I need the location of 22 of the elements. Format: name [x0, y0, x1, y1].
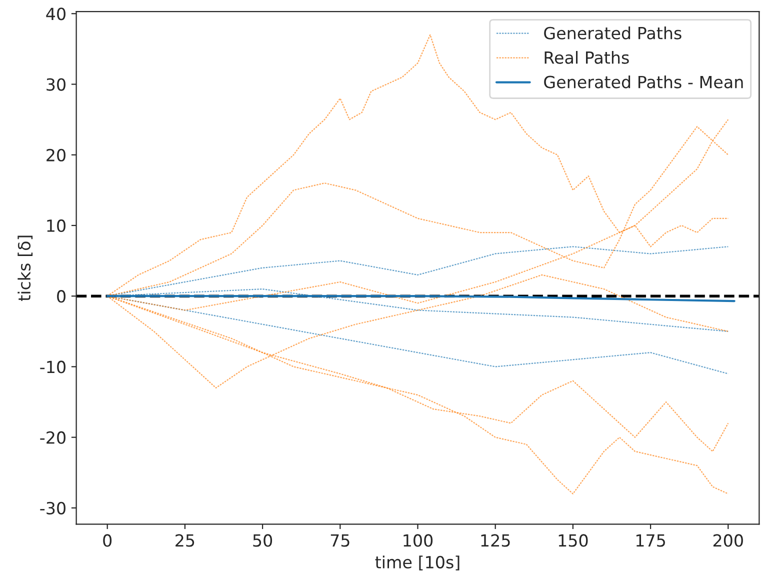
y-tick-label: -30 [40, 502, 66, 514]
legend-label: Generated Paths [544, 26, 682, 40]
y-tick-label: 40 [46, 8, 66, 20]
y-tick-label: 10 [47, 219, 66, 232]
legend-label: Real Paths [544, 50, 629, 64]
y-tick-label: 0 [57, 290, 66, 303]
y-axis-title: ticks [δ] [18, 236, 33, 301]
x-tick-label: 200 [713, 534, 743, 547]
x-axis-title: time [10s] [375, 556, 460, 570]
x-tick-label: 150 [558, 534, 588, 547]
x-tick-label: 0 [103, 534, 112, 547]
y-tick-label: 20 [46, 148, 66, 162]
legend-label: Generated Paths - Mean [544, 75, 743, 88]
y-tick-label: -10 [40, 360, 66, 374]
x-tick-label: 100 [404, 534, 433, 547]
x-tick-label: 175 [636, 534, 665, 547]
x-tick-label: 75 [330, 534, 350, 547]
x-tick-label: 50 [253, 534, 272, 547]
x-tick-label: 25 [176, 534, 194, 547]
y-tick-label: 30 [46, 78, 66, 91]
x-tick-label: 125 [481, 534, 510, 547]
y-tick-label: -20 [40, 431, 66, 444]
